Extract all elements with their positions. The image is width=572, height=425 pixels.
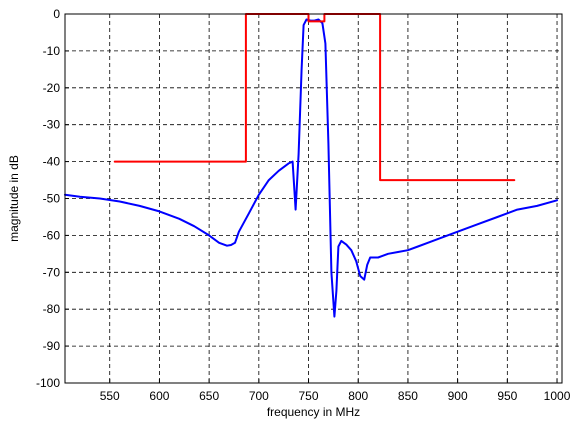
y-tick-label: -60 bbox=[43, 228, 61, 242]
x-tick-label: 850 bbox=[398, 389, 418, 403]
spec-mask-line bbox=[113, 13, 516, 182]
x-tick-label: 650 bbox=[199, 389, 219, 403]
x-tick-label: 750 bbox=[299, 389, 319, 403]
y-tick-label: -40 bbox=[43, 155, 61, 169]
x-tick-label: 800 bbox=[348, 389, 368, 403]
y-tick-label: -10 bbox=[43, 44, 61, 58]
y-tick-label: -20 bbox=[43, 81, 61, 95]
y-tick-label: 0 bbox=[53, 7, 60, 21]
x-tick-label: 600 bbox=[149, 389, 169, 403]
x-axis-label: frequency in MHz bbox=[267, 405, 360, 419]
x-tick-label: 900 bbox=[448, 389, 468, 403]
x-tick-label: 1000 bbox=[544, 389, 571, 403]
y-tick-label: -70 bbox=[43, 265, 61, 279]
ticks: 550 600 650 700 750 800 850 900 950 1000 0 -10 -20 -3… bbox=[36, 7, 571, 403]
x-tick-label: 700 bbox=[249, 389, 269, 403]
x-tick-label: 550 bbox=[100, 389, 120, 403]
y-tick-label: -100 bbox=[36, 376, 60, 390]
y-axis-label: magnitude in dB bbox=[7, 155, 21, 242]
x-tick-label: 950 bbox=[497, 389, 517, 403]
y-tick-label: -80 bbox=[43, 302, 61, 316]
y-tick-label: -50 bbox=[43, 192, 61, 206]
series-group bbox=[64, 13, 558, 318]
y-tick-label: -90 bbox=[43, 339, 61, 353]
y-tick-label: -30 bbox=[43, 118, 61, 132]
